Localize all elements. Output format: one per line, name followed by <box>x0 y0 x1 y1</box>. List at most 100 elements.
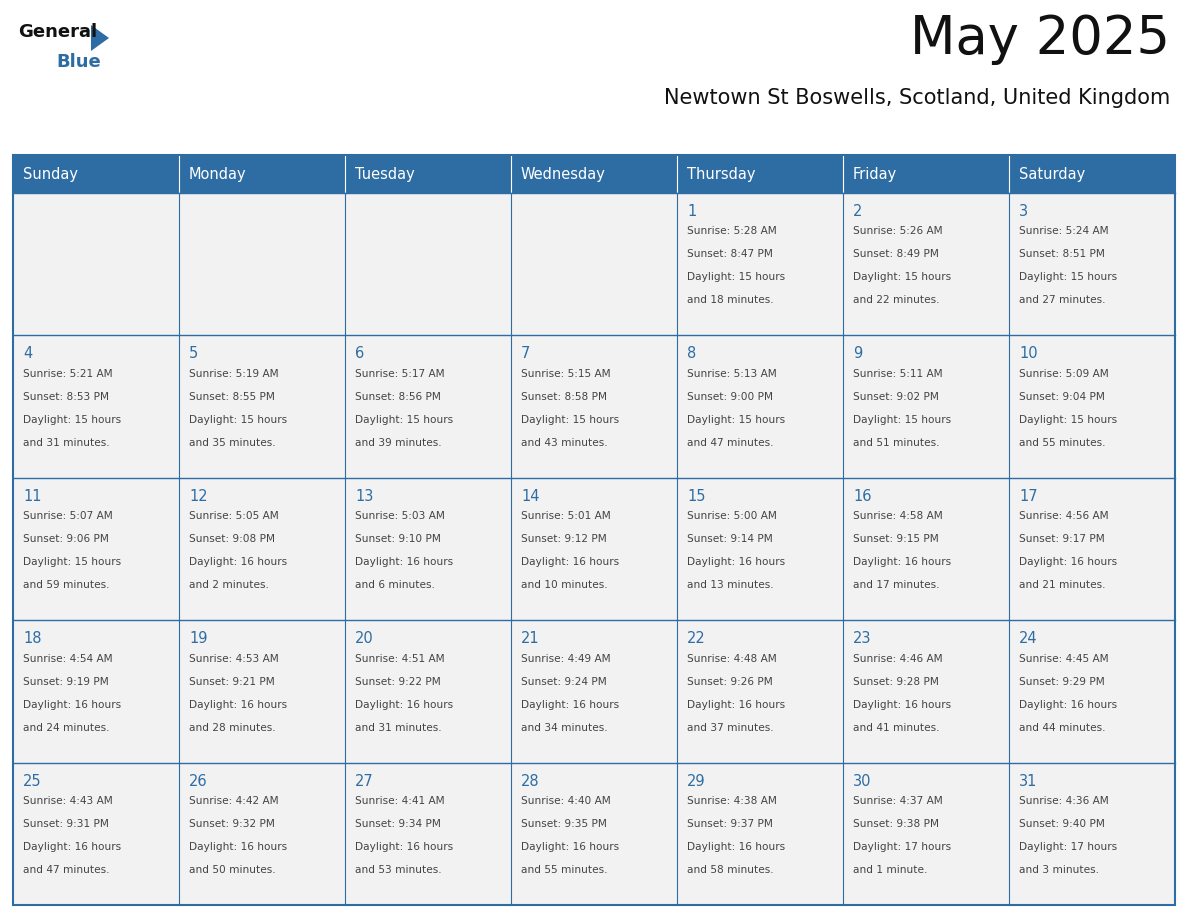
Text: and 31 minutes.: and 31 minutes. <box>355 722 442 733</box>
Text: Sunset: 9:22 PM: Sunset: 9:22 PM <box>355 677 441 687</box>
Bar <box>13 155 179 193</box>
Bar <box>1009 335 1175 477</box>
Bar <box>1009 621 1175 763</box>
Bar <box>345 155 511 193</box>
Text: Daylight: 16 hours: Daylight: 16 hours <box>522 557 619 567</box>
Text: Sunset: 9:10 PM: Sunset: 9:10 PM <box>355 534 441 544</box>
Bar <box>1009 763 1175 905</box>
Bar <box>511 477 677 621</box>
Text: and 13 minutes.: and 13 minutes. <box>687 580 773 590</box>
Text: Sunrise: 4:53 AM: Sunrise: 4:53 AM <box>189 654 279 664</box>
Text: Sunrise: 5:13 AM: Sunrise: 5:13 AM <box>687 369 777 379</box>
Text: Sunrise: 5:09 AM: Sunrise: 5:09 AM <box>1019 369 1108 379</box>
Text: Sunrise: 4:58 AM: Sunrise: 4:58 AM <box>853 511 943 521</box>
Text: 13: 13 <box>355 488 373 504</box>
Text: and 53 minutes.: and 53 minutes. <box>355 865 442 875</box>
Text: and 17 minutes.: and 17 minutes. <box>853 580 940 590</box>
Text: 31: 31 <box>1019 774 1037 789</box>
Text: 18: 18 <box>23 632 42 646</box>
Bar <box>345 621 511 763</box>
Text: Sunset: 8:56 PM: Sunset: 8:56 PM <box>355 392 441 402</box>
Bar <box>511 155 677 193</box>
Text: Wednesday: Wednesday <box>522 166 606 182</box>
Text: Sunrise: 5:03 AM: Sunrise: 5:03 AM <box>355 511 444 521</box>
Bar <box>677 763 843 905</box>
Text: Sunrise: 4:40 AM: Sunrise: 4:40 AM <box>522 796 611 806</box>
Bar <box>13 763 179 905</box>
Text: Sunrise: 4:42 AM: Sunrise: 4:42 AM <box>189 796 279 806</box>
Text: 14: 14 <box>522 488 539 504</box>
Text: 23: 23 <box>853 632 872 646</box>
Text: Sunset: 8:51 PM: Sunset: 8:51 PM <box>1019 250 1105 260</box>
Bar <box>179 477 345 621</box>
Text: and 41 minutes.: and 41 minutes. <box>853 722 940 733</box>
Text: Daylight: 15 hours: Daylight: 15 hours <box>853 273 952 283</box>
Text: and 22 minutes.: and 22 minutes. <box>853 296 940 306</box>
Text: 16: 16 <box>853 488 872 504</box>
Text: Sunset: 9:32 PM: Sunset: 9:32 PM <box>189 819 274 829</box>
Bar <box>1009 193 1175 335</box>
Text: Daylight: 15 hours: Daylight: 15 hours <box>23 415 121 425</box>
Polygon shape <box>91 25 109 51</box>
Text: Daylight: 16 hours: Daylight: 16 hours <box>522 700 619 710</box>
Text: 22: 22 <box>687 632 706 646</box>
Text: Sunset: 8:55 PM: Sunset: 8:55 PM <box>189 392 274 402</box>
Text: Daylight: 17 hours: Daylight: 17 hours <box>1019 842 1117 852</box>
Text: and 43 minutes.: and 43 minutes. <box>522 438 607 448</box>
Text: Daylight: 16 hours: Daylight: 16 hours <box>687 842 785 852</box>
Text: Daylight: 15 hours: Daylight: 15 hours <box>853 415 952 425</box>
Bar <box>13 477 179 621</box>
Text: Sunset: 8:47 PM: Sunset: 8:47 PM <box>687 250 773 260</box>
Text: 12: 12 <box>189 488 208 504</box>
Text: Daylight: 16 hours: Daylight: 16 hours <box>189 700 287 710</box>
Text: and 10 minutes.: and 10 minutes. <box>522 580 607 590</box>
Text: 9: 9 <box>853 346 862 362</box>
Bar <box>345 477 511 621</box>
Text: and 58 minutes.: and 58 minutes. <box>687 865 773 875</box>
Text: Blue: Blue <box>56 53 101 71</box>
Text: 28: 28 <box>522 774 539 789</box>
Text: Thursday: Thursday <box>687 166 756 182</box>
Text: Sunset: 9:08 PM: Sunset: 9:08 PM <box>189 534 274 544</box>
Text: Sunday: Sunday <box>23 166 78 182</box>
Text: Daylight: 16 hours: Daylight: 16 hours <box>687 557 785 567</box>
Text: Sunrise: 4:38 AM: Sunrise: 4:38 AM <box>687 796 777 806</box>
Text: Sunrise: 5:24 AM: Sunrise: 5:24 AM <box>1019 227 1108 237</box>
Text: Sunset: 8:53 PM: Sunset: 8:53 PM <box>23 392 109 402</box>
Text: Sunrise: 5:15 AM: Sunrise: 5:15 AM <box>522 369 611 379</box>
Text: Sunrise: 4:41 AM: Sunrise: 4:41 AM <box>355 796 444 806</box>
Bar <box>13 335 179 477</box>
Text: and 44 minutes.: and 44 minutes. <box>1019 722 1106 733</box>
Text: Sunset: 9:34 PM: Sunset: 9:34 PM <box>355 819 441 829</box>
Text: Tuesday: Tuesday <box>355 166 415 182</box>
Text: and 18 minutes.: and 18 minutes. <box>687 296 773 306</box>
Text: Saturday: Saturday <box>1019 166 1086 182</box>
Text: Sunset: 9:38 PM: Sunset: 9:38 PM <box>853 819 939 829</box>
Text: 29: 29 <box>687 774 706 789</box>
Text: Sunset: 9:14 PM: Sunset: 9:14 PM <box>687 534 772 544</box>
Text: Daylight: 15 hours: Daylight: 15 hours <box>23 557 121 567</box>
Text: 15: 15 <box>687 488 706 504</box>
Text: Sunset: 9:12 PM: Sunset: 9:12 PM <box>522 534 607 544</box>
Text: and 34 minutes.: and 34 minutes. <box>522 722 607 733</box>
Text: Sunset: 9:17 PM: Sunset: 9:17 PM <box>1019 534 1105 544</box>
Text: and 1 minute.: and 1 minute. <box>853 865 928 875</box>
Text: Sunrise: 4:45 AM: Sunrise: 4:45 AM <box>1019 654 1108 664</box>
Bar <box>345 335 511 477</box>
Text: 2: 2 <box>853 204 862 219</box>
Text: Sunset: 9:29 PM: Sunset: 9:29 PM <box>1019 677 1105 687</box>
Bar <box>843 621 1009 763</box>
Text: Daylight: 16 hours: Daylight: 16 hours <box>355 557 453 567</box>
Text: and 59 minutes.: and 59 minutes. <box>23 580 109 590</box>
Bar <box>843 335 1009 477</box>
Text: Sunrise: 4:36 AM: Sunrise: 4:36 AM <box>1019 796 1108 806</box>
Bar <box>179 763 345 905</box>
Text: 21: 21 <box>522 632 539 646</box>
Text: 8: 8 <box>687 346 696 362</box>
Bar <box>179 621 345 763</box>
Text: Sunrise: 4:37 AM: Sunrise: 4:37 AM <box>853 796 943 806</box>
Bar <box>13 621 179 763</box>
Bar <box>345 763 511 905</box>
Text: Daylight: 15 hours: Daylight: 15 hours <box>189 415 287 425</box>
Text: Sunset: 9:35 PM: Sunset: 9:35 PM <box>522 819 607 829</box>
